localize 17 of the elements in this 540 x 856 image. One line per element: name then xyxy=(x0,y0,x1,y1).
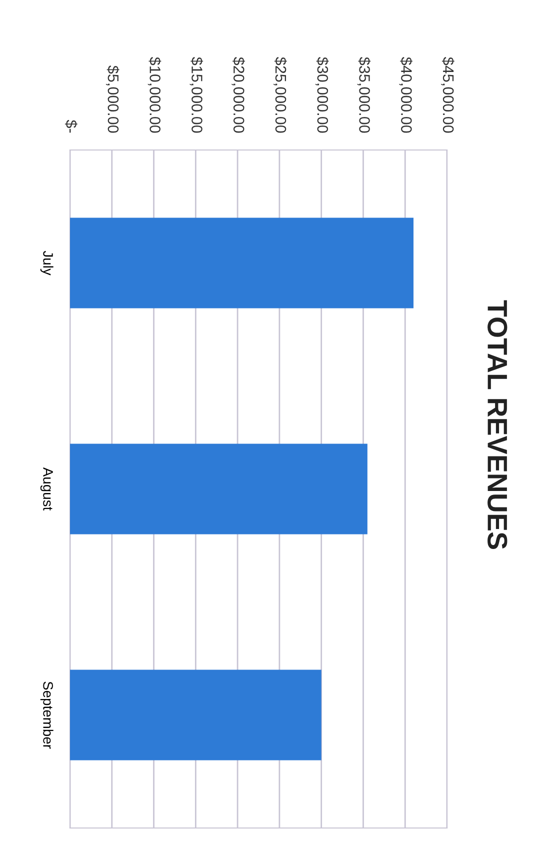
text: TOTAL REVENUES xyxy=(488,300,508,549)
y-tick-label: July xyxy=(40,250,54,276)
y-tick-label: September xyxy=(40,682,54,749)
x-tick-label: $30,000.00 xyxy=(315,57,329,133)
y-tick-label: August xyxy=(40,467,53,511)
x-tick-label: $25,000.00 xyxy=(274,57,287,133)
x-tick-label: $40,000.00 xyxy=(399,57,412,133)
x-tick-label: $45,000.00 xyxy=(441,57,454,133)
x-tick-label: $20,000.00 xyxy=(232,57,245,133)
x-tick-label: $5,000.00 xyxy=(106,66,120,133)
x-tick-label: $35,000.00 xyxy=(357,57,371,133)
x-tick-label: $- xyxy=(64,120,78,133)
x-tick-label: $10,000.00 xyxy=(148,57,162,133)
bar xyxy=(70,444,368,534)
x-tick-label: $15,000.00 xyxy=(190,57,204,133)
bar xyxy=(70,218,414,308)
bar xyxy=(70,670,322,760)
